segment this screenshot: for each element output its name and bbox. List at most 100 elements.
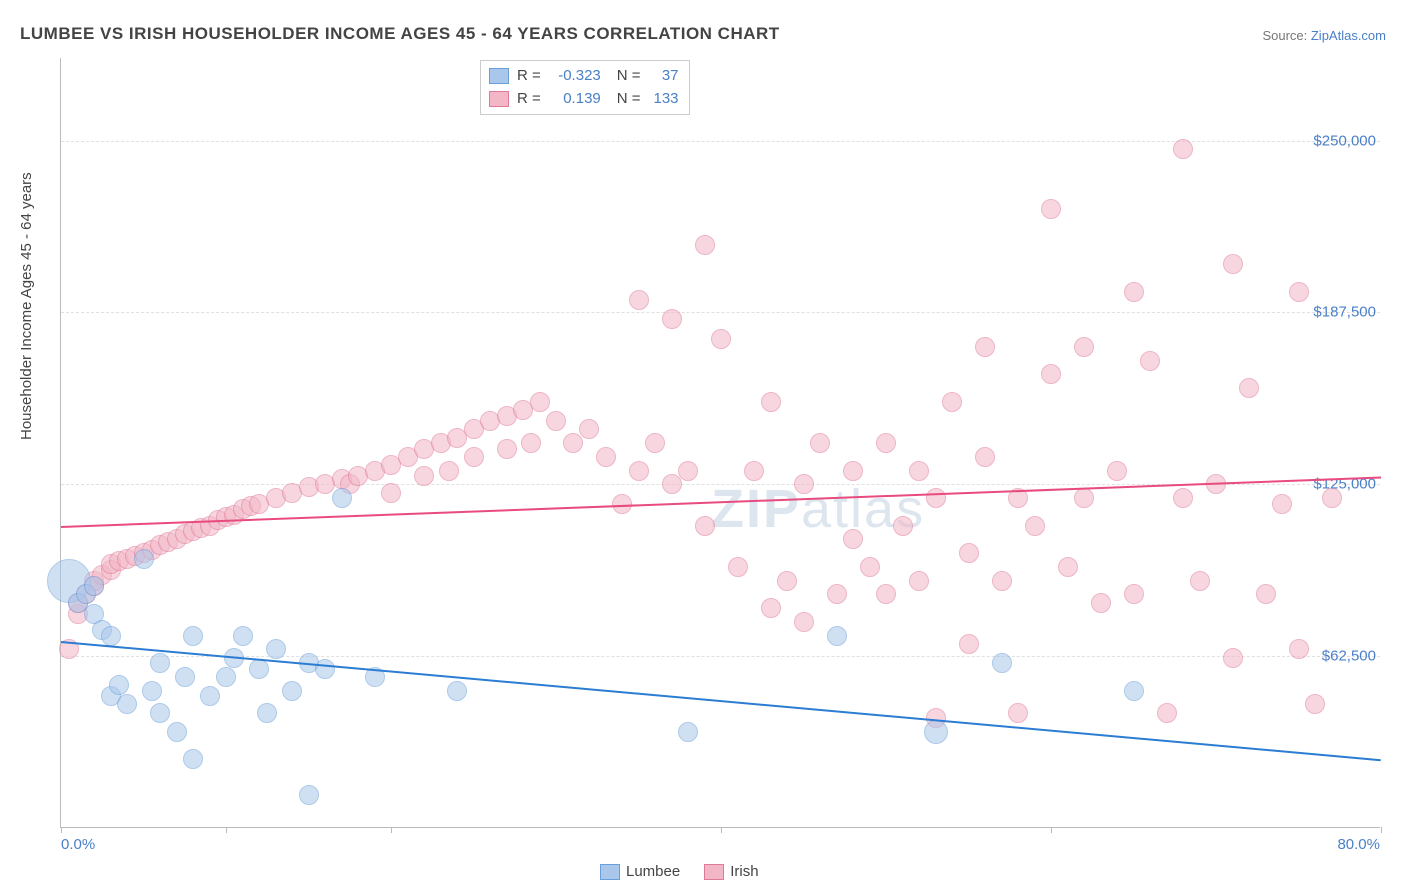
lumbee-point: [134, 549, 154, 569]
y-tick-label: $62,500: [1322, 648, 1382, 665]
irish-point: [1091, 593, 1111, 613]
stats-row-irish: R = 0.139 N = 133: [489, 88, 679, 111]
x-tick: [61, 827, 62, 833]
irish-point: [1173, 139, 1193, 159]
x-max-label: 80.0%: [1337, 836, 1380, 853]
irish-point: [1074, 488, 1094, 508]
irish-point: [1173, 488, 1193, 508]
irish-point: [810, 433, 830, 453]
irish-point: [1124, 584, 1144, 604]
irish-point: [1058, 557, 1078, 577]
lumbee-trendline: [61, 641, 1381, 761]
source-attribution: Source: ZipAtlas.com: [1262, 28, 1386, 43]
lumbee-point: [266, 639, 286, 659]
irish-point: [1239, 378, 1259, 398]
irish-point: [761, 598, 781, 618]
lumbee-point: [101, 626, 121, 646]
irish-point: [1041, 199, 1061, 219]
lumbee-legend-label: Lumbee: [626, 863, 680, 880]
irish-point: [1190, 571, 1210, 591]
irish-point: [1272, 494, 1292, 514]
lumbee-point: [924, 720, 948, 744]
x-tick: [226, 827, 227, 833]
irish-legend-label: Irish: [730, 863, 758, 880]
irish-point: [777, 571, 797, 591]
lumbee-point: [332, 488, 352, 508]
irish-point: [1289, 282, 1309, 302]
r-label: R =: [517, 88, 541, 111]
irish-point: [761, 392, 781, 412]
irish-n-value: 133: [649, 88, 679, 111]
irish-point: [695, 235, 715, 255]
stats-legend-box: R = -0.323 N = 37 R = 0.139 N = 133: [480, 60, 690, 115]
irish-point: [497, 439, 517, 459]
irish-point: [596, 447, 616, 467]
irish-point: [1041, 364, 1061, 384]
source-link[interactable]: ZipAtlas.com: [1311, 28, 1386, 43]
watermark-bold: ZIP: [711, 479, 801, 539]
lumbee-point: [84, 576, 104, 596]
lumbee-point: [183, 626, 203, 646]
irish-point: [612, 494, 632, 514]
lumbee-point: [678, 722, 698, 742]
irish-point: [678, 461, 698, 481]
lumbee-point: [150, 653, 170, 673]
irish-point: [728, 557, 748, 577]
irish-point: [579, 419, 599, 439]
legend-item-irish: Irish: [704, 863, 758, 880]
lumbee-point: [257, 703, 277, 723]
lumbee-point: [183, 749, 203, 769]
lumbee-point: [142, 681, 162, 701]
irish-point: [521, 433, 541, 453]
lumbee-swatch: [489, 68, 509, 84]
irish-point: [843, 529, 863, 549]
irish-point: [860, 557, 880, 577]
irish-point: [1223, 648, 1243, 668]
chart-plot-area: ZIPatlas $62,500$125,000$187,500$250,000…: [60, 58, 1380, 828]
irish-point: [942, 392, 962, 412]
irish-point: [909, 571, 929, 591]
irish-point: [1074, 337, 1094, 357]
n-label: N =: [617, 65, 641, 88]
irish-point: [563, 433, 583, 453]
lumbee-point: [447, 681, 467, 701]
irish-r-value: 0.139: [549, 88, 601, 111]
gridline: [61, 312, 1380, 313]
lumbee-point: [992, 653, 1012, 673]
irish-point: [1008, 703, 1028, 723]
x-tick: [1051, 827, 1052, 833]
irish-point: [711, 329, 731, 349]
irish-point: [992, 571, 1012, 591]
lumbee-point: [1124, 681, 1144, 701]
irish-point: [645, 433, 665, 453]
chart-title: LUMBEE VS IRISH HOUSEHOLDER INCOME AGES …: [20, 24, 780, 44]
lumbee-point: [216, 667, 236, 687]
lumbee-point: [315, 659, 335, 679]
irish-point: [662, 309, 682, 329]
irish-swatch: [489, 91, 509, 107]
lumbee-swatch-icon: [600, 864, 620, 880]
x-min-label: 0.0%: [61, 836, 95, 853]
irish-point: [530, 392, 550, 412]
irish-point: [629, 461, 649, 481]
lumbee-point: [117, 694, 137, 714]
irish-point: [794, 474, 814, 494]
irish-point: [381, 483, 401, 503]
lumbee-point: [282, 681, 302, 701]
lumbee-n-value: 37: [649, 65, 679, 88]
irish-point: [926, 488, 946, 508]
irish-point: [959, 634, 979, 654]
stats-row-lumbee: R = -0.323 N = 37: [489, 65, 679, 88]
irish-point: [546, 411, 566, 431]
y-axis-label: Householder Income Ages 45 - 64 years: [18, 172, 35, 440]
irish-point: [1256, 584, 1276, 604]
source-label: Source:: [1262, 28, 1310, 43]
y-tick-label: $250,000: [1313, 132, 1382, 149]
irish-point: [414, 466, 434, 486]
lumbee-point: [827, 626, 847, 646]
irish-point: [1305, 694, 1325, 714]
irish-point: [439, 461, 459, 481]
irish-point: [1025, 516, 1045, 536]
n-label: N =: [617, 88, 641, 111]
irish-point: [1107, 461, 1127, 481]
